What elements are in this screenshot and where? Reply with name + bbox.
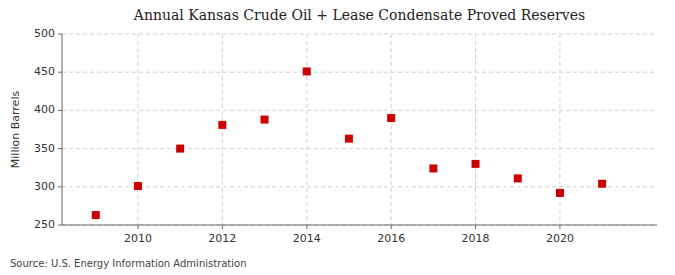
point [92, 211, 100, 219]
y-tick-label: 500 [34, 27, 55, 40]
x-tick-label: 2016 [377, 232, 405, 245]
x-tick-label: 2018 [462, 232, 490, 245]
chart: 250 300 350 400 450 500 2010 2012 2014 2016 2018 20… [0, 0, 675, 275]
point [556, 189, 564, 197]
y-grid-line [62, 34, 657, 35]
y-tick [58, 186, 62, 187]
y-axis-label: Million Barrels [9, 91, 22, 169]
x-grid-line [137, 34, 138, 225]
point [387, 114, 395, 122]
x-tick-label: 2010 [124, 232, 152, 245]
y-tick-label: 250 [34, 218, 55, 231]
y-tick-label: 450 [34, 65, 55, 78]
point [261, 116, 269, 124]
point [303, 67, 311, 75]
chart-container: 250 300 350 400 450 500 2010 2012 2014 2016 2018 20… [0, 0, 675, 275]
point [472, 160, 480, 168]
y-tick-label: 400 [34, 103, 55, 116]
y-tick [58, 148, 62, 149]
points [92, 67, 606, 219]
x-tick [137, 225, 138, 229]
y-tick-label: 300 [34, 180, 55, 193]
axes: 250 300 350 400 450 500 2010 2012 2014 2016 2018 20… [34, 27, 657, 245]
point [176, 145, 184, 153]
x-axis-line [62, 225, 657, 226]
point [598, 180, 606, 188]
x-grid-line [222, 34, 223, 225]
grid [62, 34, 657, 225]
x-grid-line [475, 34, 476, 225]
x-tick [559, 225, 560, 229]
x-tick [475, 225, 476, 229]
x-tick [391, 225, 392, 229]
y-grid-line [62, 186, 657, 187]
y-tick [58, 225, 62, 226]
y-tick [58, 72, 62, 73]
source-note: Source: U.S. Energy Information Administ… [10, 258, 247, 269]
point [134, 182, 142, 190]
title: Annual Kansas Crude Oil + Lease Condensa… [133, 7, 585, 23]
x-tick-label: 2012 [208, 232, 236, 245]
y-tick [58, 110, 62, 111]
x-grid-line [391, 34, 392, 225]
y-grid-line [62, 148, 657, 149]
point [345, 135, 353, 143]
x-tick-label: 2014 [293, 232, 321, 245]
y-tick [58, 34, 62, 35]
y-grid-line [62, 110, 657, 111]
y-tick-label: 350 [34, 142, 55, 155]
point [429, 164, 437, 172]
background [0, 0, 675, 275]
x-tick [222, 225, 223, 229]
point [218, 121, 226, 129]
x-tick-label: 2020 [546, 232, 574, 245]
y-axis-line [62, 34, 63, 225]
y-grid-line [62, 225, 657, 226]
y-grid-line [62, 72, 657, 73]
point [514, 174, 522, 182]
x-tick [306, 225, 307, 229]
x-grid-line [306, 34, 307, 225]
